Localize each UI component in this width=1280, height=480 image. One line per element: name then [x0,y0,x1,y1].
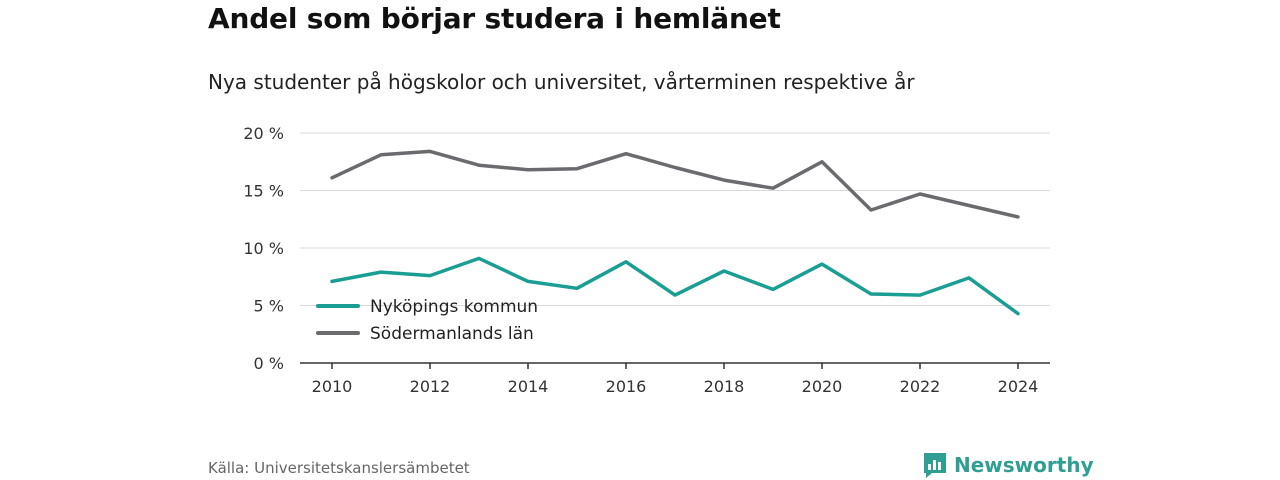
y-tick-label: 0 % [254,354,284,373]
x-tick-label: 2022 [900,377,941,396]
x-tick-label: 2016 [606,377,647,396]
y-tick-label: 5 % [254,297,284,316]
y-tick-label: 10 % [243,239,284,258]
y-tick-label: 20 % [243,124,284,143]
x-tick-label: 2020 [802,377,843,396]
brand-logo: Newsworthy [922,450,1094,480]
series-line [330,256,1020,316]
legend-label: Södermanlands län [370,324,534,344]
chart-logo-icon [924,453,946,478]
chart-title: Andel som börjar studera i hemlänet [208,2,781,35]
x-tick-label: 2024 [998,377,1039,396]
y-tick-label: 15 % [243,182,284,201]
chart-subtitle: Nya studenter på högskolor och universit… [208,70,915,94]
brand-name: Newsworthy [954,453,1094,477]
legend-label: Nyköpings kommun [370,297,538,317]
series-line [330,149,1020,219]
x-tick-label: 2010 [312,377,353,396]
x-tick-label: 2014 [508,377,549,396]
source-note: Källa: Universitetskanslersämbetet [208,459,470,477]
x-tick-label: 2018 [704,377,745,396]
x-tick-label: 2012 [410,377,451,396]
